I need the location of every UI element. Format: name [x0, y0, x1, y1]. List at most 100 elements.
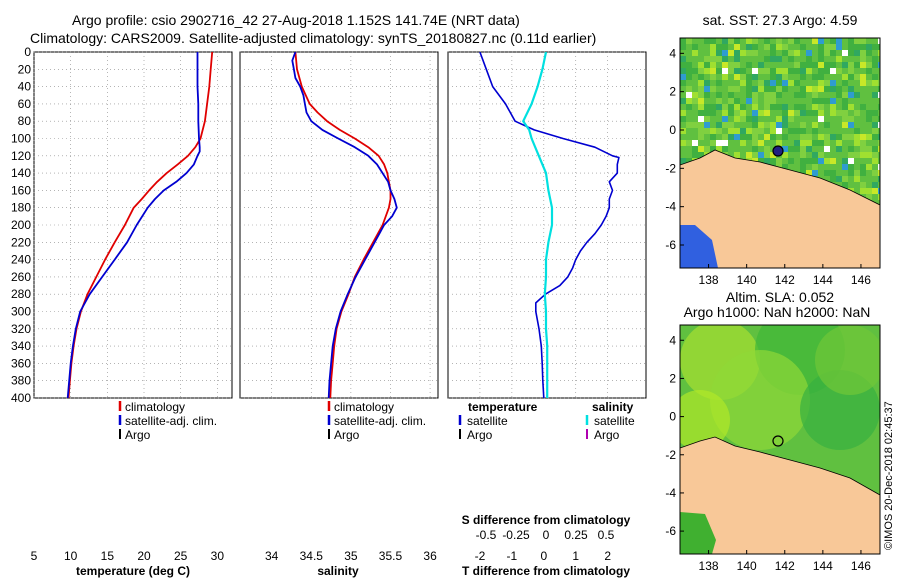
sst-cell: [740, 68, 746, 74]
x2-tick-label: -0.5: [476, 528, 497, 542]
sst-cell: [794, 146, 800, 152]
sst-cell: [758, 80, 764, 86]
sst-cell: [728, 134, 734, 140]
sst-cell: [878, 194, 880, 200]
sst-cell: [806, 158, 812, 164]
sst-cell: [758, 86, 764, 92]
sst-cell: [848, 68, 854, 74]
sst-cell: [782, 164, 788, 170]
sst-cell: [872, 146, 878, 152]
sst-cell: [680, 128, 686, 134]
sst-cell: [836, 140, 842, 146]
difference-panel: -2 -1 0 1 2 T difference from climatology S …: [447, 51, 647, 578]
sst-cell: [782, 122, 788, 128]
sst-cell: [794, 38, 800, 44]
map-y-tick-label: -2: [665, 161, 676, 175]
sst-cell: [770, 128, 776, 134]
sst-cell: [800, 92, 806, 98]
sst-cell: [764, 110, 770, 116]
sst-cell: [824, 122, 830, 128]
sst-cell: [794, 128, 800, 134]
sst-cell: [848, 116, 854, 122]
sst-cell: [752, 86, 758, 92]
sst-cell: [782, 74, 788, 80]
sst-cell: [788, 68, 794, 74]
y-tick-label: 140: [11, 166, 31, 180]
sst-cell: [710, 74, 716, 80]
sst-cell: [866, 146, 872, 152]
sst-cell: [866, 116, 872, 122]
sst-cell: [806, 56, 812, 62]
sst-cell: [788, 158, 794, 164]
sst-cell: [872, 56, 878, 62]
sst-cell: [692, 122, 698, 128]
x-tick-label: 36: [423, 549, 437, 563]
sst-cell: [854, 134, 860, 140]
sst-cell: [854, 176, 860, 182]
sst-cell: [812, 122, 818, 128]
sst-cell: [752, 104, 758, 110]
y-tick-label: 380: [11, 374, 31, 388]
sst-cell: [770, 80, 776, 86]
sst-cell: [842, 116, 848, 122]
sst-map-frame: [679, 37, 881, 269]
sst-cell: [830, 110, 836, 116]
sst-cell: [680, 80, 686, 86]
sst-cell: [824, 140, 830, 146]
sst-cell: [686, 62, 692, 68]
sst-cell: [818, 158, 824, 164]
sst-cell: [698, 68, 704, 74]
sst-cell: [728, 38, 734, 44]
imos-credit: ©IMOS 20-Dec-2018 02:45:37: [883, 401, 895, 550]
x2-tick-label: 0: [543, 528, 550, 542]
sst-cell: [758, 140, 764, 146]
sst-cell: [830, 134, 836, 140]
sst-cell: [710, 56, 716, 62]
sst-cell: [752, 134, 758, 140]
x-tick-label: 35: [344, 549, 358, 563]
sst-cell: [698, 110, 704, 116]
sst-cell: [872, 62, 878, 68]
sst-cell: [746, 134, 752, 140]
x2-tick-label: 0.25: [564, 528, 588, 542]
map-y-tick-label: 4: [669, 333, 676, 347]
y-tick-label: 20: [18, 62, 32, 76]
sst-cell: [860, 146, 866, 152]
sst-cell: [824, 44, 830, 50]
sst-cell: [716, 80, 722, 86]
y-tick-label: 120: [11, 149, 31, 163]
sst-cell: [800, 164, 806, 170]
salinity-legend: climatology satellite-adj. clim. Argo: [327, 400, 426, 442]
map-y-tick-label: -4: [665, 486, 676, 500]
sst-cell: [770, 104, 776, 110]
sst-cell: [854, 92, 860, 98]
sst-cell: [716, 122, 722, 128]
sst-cell: [842, 182, 848, 188]
figure-title-line1: Argo profile: csio 2902716_42 27-Aug-201…: [72, 12, 520, 28]
sst-cell: [836, 146, 842, 152]
sst-cell: [830, 176, 836, 182]
sst-cell: [878, 134, 880, 140]
sst-cell: [824, 50, 830, 56]
sst-cell: [818, 56, 824, 62]
sst-cell: [800, 128, 806, 134]
sst-cell: [878, 86, 880, 92]
sst-cell: [854, 152, 860, 158]
salinity-panel: 34 34.5 35 35.5 36 salinity climatology sate…: [239, 51, 439, 578]
legend-t-argo-label: Argo: [467, 428, 493, 442]
sst-cell: [728, 128, 734, 134]
sst-cell: [782, 104, 788, 110]
sst-cell: [848, 152, 854, 158]
sst-cell: [758, 128, 764, 134]
sst-cell: [830, 170, 836, 176]
sst-cell: [704, 68, 710, 74]
sst-cell: [758, 110, 764, 116]
sst-cell: [830, 44, 836, 50]
sst-cell: [752, 128, 758, 134]
sst-cell: [848, 170, 854, 176]
sst-cell: [740, 80, 746, 86]
map-x-tick-label: 146: [851, 273, 871, 287]
sst-cell: [800, 140, 806, 146]
map-x-tick-label: 138: [699, 559, 719, 573]
